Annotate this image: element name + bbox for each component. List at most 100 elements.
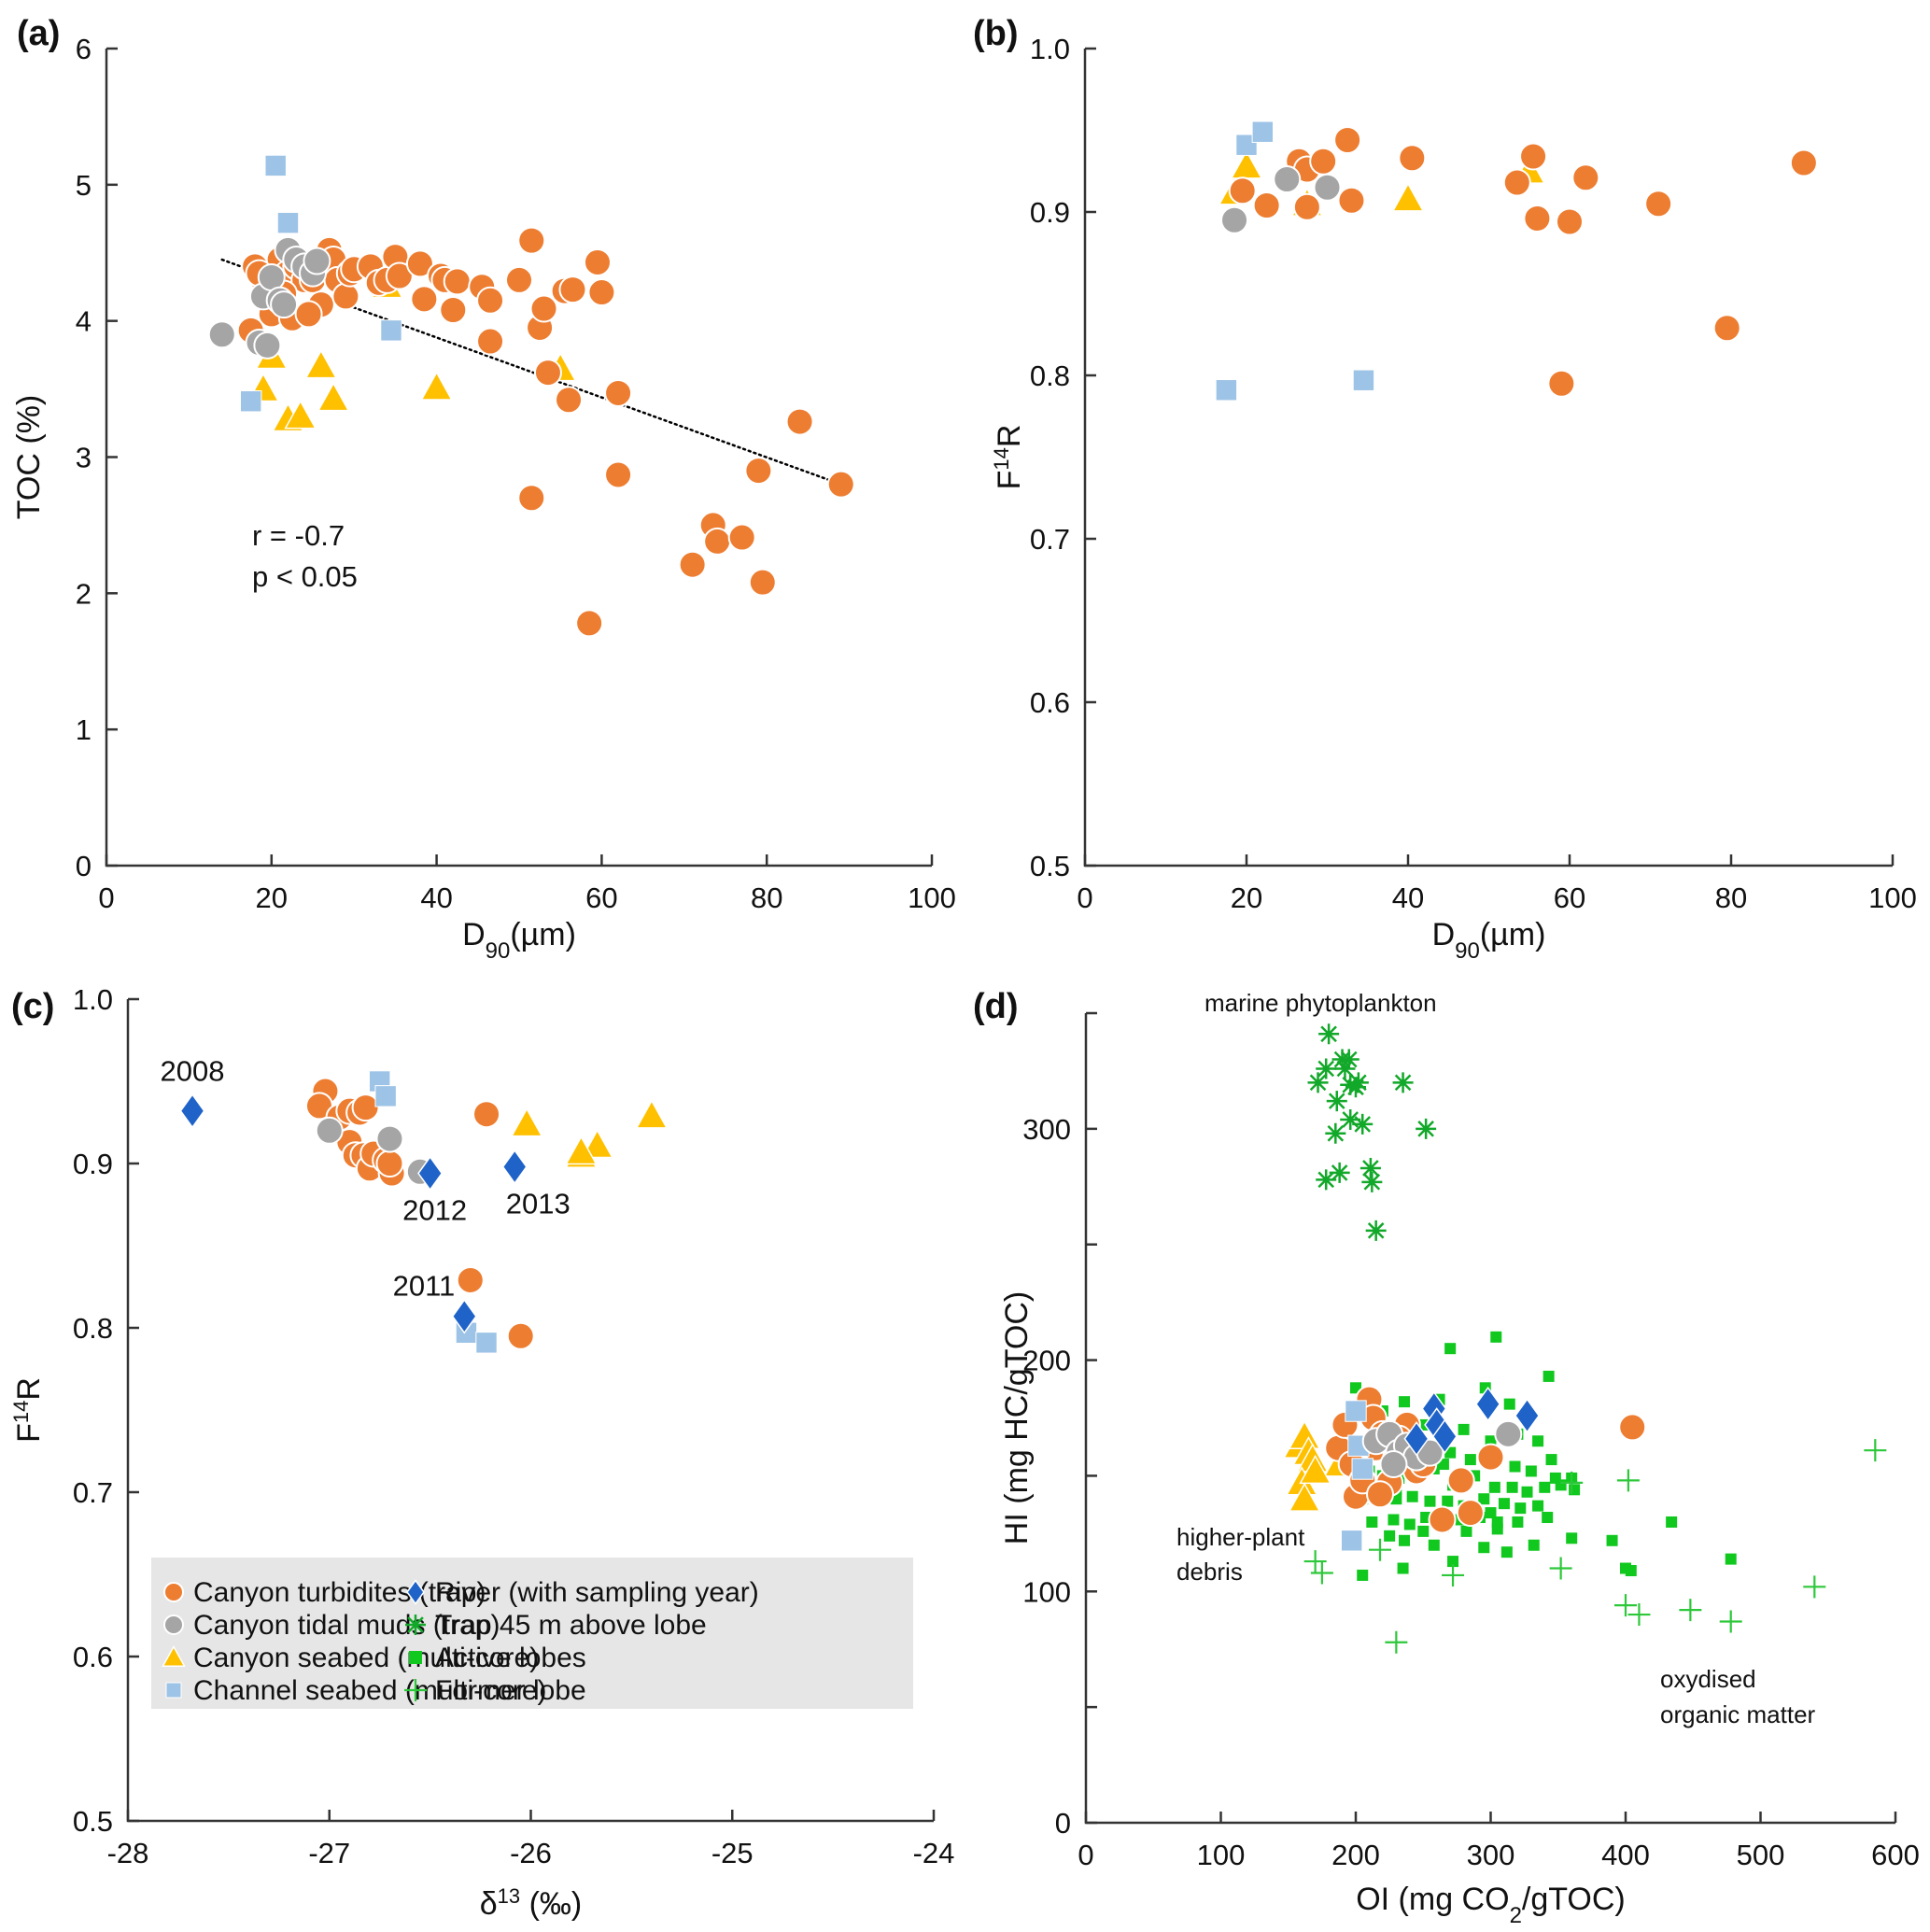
data-point-active xyxy=(1464,1454,1476,1466)
y-tick-label: 0.7 xyxy=(1030,523,1070,556)
x-tick-label: 0 xyxy=(1078,1839,1093,1871)
data-point-river xyxy=(417,1155,444,1192)
data-point-turbidites xyxy=(529,294,558,323)
data-point-active xyxy=(1428,1539,1440,1551)
annotation-marine-phytoplankton: marine phytoplankton xyxy=(1204,989,1437,1017)
y-tick-label: 0 xyxy=(1055,1807,1071,1840)
x-tick-label: 80 xyxy=(1715,881,1747,914)
river-year-label: 2008 xyxy=(161,1055,225,1088)
data-point-turbidites xyxy=(385,261,414,290)
data-point-turbidites xyxy=(1712,314,1741,343)
data-point-seabed xyxy=(510,1107,543,1137)
data-point-turbidites xyxy=(785,407,814,436)
legend: Canyon turbidites (trap)Canyon tidal mud… xyxy=(151,1558,913,1709)
data-point-active xyxy=(1478,1542,1490,1554)
data-point-active xyxy=(1366,1516,1378,1528)
series-tidal xyxy=(207,235,331,360)
data-point-trap45 xyxy=(1347,1072,1369,1093)
data-point-turbidites xyxy=(1228,176,1257,205)
data-point-turbidites xyxy=(727,523,756,552)
data-point-channel xyxy=(475,1332,498,1354)
legend-label: Trap 45 m above lobe xyxy=(435,1610,707,1641)
data-point-active xyxy=(1555,1479,1567,1491)
legend-entry-trap45: Trap 45 m above lobe xyxy=(405,1610,707,1641)
data-point-trap45 xyxy=(1416,1118,1437,1139)
data-point-tidal xyxy=(303,247,331,275)
annotation-organic-matter: organic matter xyxy=(1660,1700,1816,1728)
data-point-active xyxy=(1442,1495,1454,1507)
x-tick-label: 300 xyxy=(1467,1839,1515,1871)
x-tick-label: 100 xyxy=(908,881,956,914)
data-point-trap45 xyxy=(1318,1023,1340,1045)
data-point-turbidites xyxy=(375,1149,404,1178)
data-point-trap45 xyxy=(1340,1108,1361,1130)
data-point-turbidites xyxy=(604,378,633,407)
data-point-active xyxy=(1491,1523,1503,1535)
x-tick-label: -24 xyxy=(913,1837,955,1869)
legend-label: Canyon tidal muds (trap) xyxy=(193,1610,500,1641)
legend-marker-tidal xyxy=(163,1615,184,1635)
series-tidal xyxy=(1220,165,1342,234)
data-point-turbidites xyxy=(1252,191,1281,219)
y-tick-label: 0.6 xyxy=(73,1641,113,1673)
data-point-channel xyxy=(374,1085,397,1107)
series-turbidites xyxy=(1228,126,1818,398)
data-point-trap45 xyxy=(1340,1074,1361,1095)
data-point-turbidites xyxy=(443,267,472,296)
data-point-trap45 xyxy=(1325,1122,1346,1144)
y-tick-label: 4 xyxy=(76,305,92,338)
data-point-active xyxy=(1514,1502,1527,1515)
data-point-turbidites xyxy=(506,1321,535,1350)
data-point-former xyxy=(1560,1471,1584,1494)
data-point-turbidites xyxy=(1502,168,1531,197)
y-tick-label: 0.6 xyxy=(1030,686,1070,719)
data-point-river xyxy=(179,1093,205,1129)
y-axis-label: TOC (%) xyxy=(11,395,47,519)
panel-c-scatter: 0.5 0.6 0.7 0.8 0.9 1.0 -28 -27 -26 -25 -24 (c) δ13 … xyxy=(9,983,955,1922)
x-tick-label: -26 xyxy=(510,1837,552,1869)
data-point-active xyxy=(1521,1486,1533,1498)
data-point-active xyxy=(1606,1534,1618,1546)
y-tick-label: 0.8 xyxy=(1030,360,1070,392)
data-point-active xyxy=(1509,1460,1521,1473)
data-point-seabed xyxy=(284,400,317,430)
y-tick-label: 200 xyxy=(1022,1345,1071,1377)
y-tick-label: 0.9 xyxy=(73,1148,113,1180)
data-point-active xyxy=(1566,1532,1578,1544)
data-point-active xyxy=(1666,1516,1678,1528)
data-point-river xyxy=(1475,1386,1501,1422)
data-point-turbidites xyxy=(703,527,732,556)
data-point-turbidites xyxy=(1337,186,1366,215)
data-point-active xyxy=(1403,1518,1416,1530)
data-point-trap45 xyxy=(1345,1077,1366,1098)
legend-marker-channel xyxy=(165,1682,182,1699)
y-axis-label: F14R xyxy=(9,1377,48,1443)
data-point-seabed xyxy=(1299,1454,1332,1485)
data-point-channel xyxy=(1251,120,1274,143)
data-point-active xyxy=(1460,1525,1472,1537)
data-point-former xyxy=(1616,1469,1640,1492)
data-point-channel xyxy=(380,319,402,342)
legend-marker-river xyxy=(406,1579,425,1605)
data-point-turbidites xyxy=(826,470,855,499)
series-trap45 xyxy=(1307,1023,1437,1241)
data-point-active xyxy=(1725,1553,1737,1565)
correlation-p: p < 0.05 xyxy=(252,560,358,593)
data-point-seabed xyxy=(1391,182,1425,212)
data-point-active xyxy=(1357,1569,1369,1581)
x-tick-label: 20 xyxy=(256,881,288,914)
data-point-former xyxy=(1864,1439,1887,1462)
data-point-turbidites xyxy=(517,226,546,255)
data-point-turbidites xyxy=(1571,163,1600,192)
data-point-active xyxy=(1569,1484,1581,1496)
data-point-seabed xyxy=(635,1099,669,1129)
data-point-turbidites xyxy=(1309,147,1338,176)
data-point-trap45 xyxy=(1392,1072,1414,1093)
data-point-tidal xyxy=(257,263,286,291)
legend-box xyxy=(151,1558,913,1709)
data-point-trap45 xyxy=(1352,1113,1374,1135)
y-tick-label: 0 xyxy=(76,850,92,882)
y-tick-label: 0.7 xyxy=(73,1476,113,1509)
data-point-trap45 xyxy=(1316,1169,1337,1191)
